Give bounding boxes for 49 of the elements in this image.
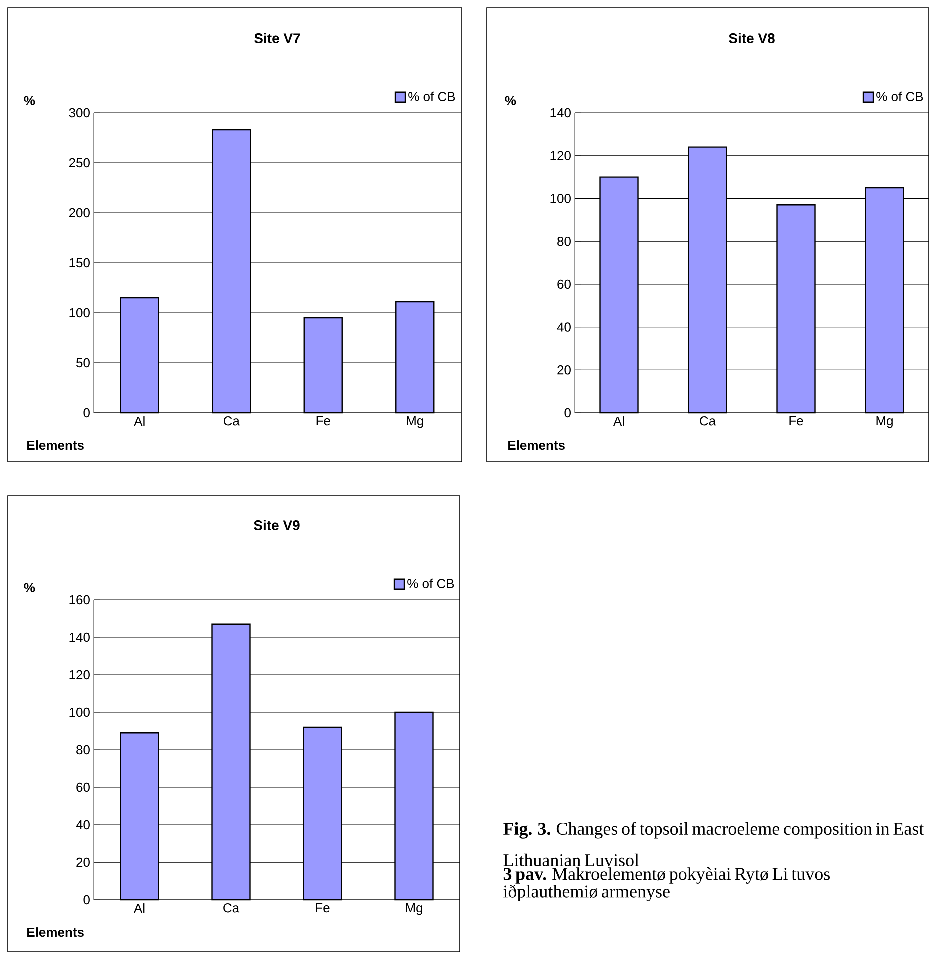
y-tick-label: 0 — [84, 408, 90, 418]
legend-label: % of CB — [408, 92, 456, 102]
x-tick-label: Al — [134, 904, 145, 913]
x-tick-label: Ca — [700, 416, 716, 426]
y-tick-label: 50 — [76, 358, 90, 368]
y-tick-label: 20 — [558, 366, 571, 375]
y-tick-label: 100 — [550, 194, 571, 204]
text: 3 pav. Makroelementø pokyèiai Rytø Li tuvos iðplauthemiø armenyse — [504, 868, 830, 902]
x-tick-label: Fe — [316, 904, 330, 913]
x-tick-label: Mg — [876, 416, 893, 428]
y-tick-label: 140 — [70, 632, 90, 642]
chart-title: Site V8 — [729, 33, 775, 44]
y-tick-label: 250 — [69, 158, 90, 168]
y-tick-label: 120 — [70, 670, 90, 680]
y-tick-label: 40 — [557, 322, 571, 332]
x-tick-label: Ca — [224, 416, 240, 426]
x-tick-label: Ca — [224, 904, 240, 913]
y-tick-label: 140 — [550, 108, 571, 118]
y-tick-label: 120 — [550, 151, 571, 160]
y-tick-label: 100 — [70, 708, 90, 718]
x-axis-title: Elements — [508, 440, 565, 450]
chart-title: Site V7 — [254, 33, 300, 44]
y-tick-label: 80 — [76, 745, 90, 755]
x-axis-title: Elements — [28, 928, 84, 938]
y-tick-label: 40 — [76, 820, 90, 830]
y-tick-label: 100 — [70, 308, 90, 318]
y-axis-title: % — [24, 583, 36, 592]
y-tick-label: 150 — [70, 258, 90, 268]
y-axis-title: % — [505, 96, 516, 106]
x-tick-label: Al — [134, 416, 145, 426]
x-tick-label: Fe — [790, 416, 804, 426]
y-tick-label: 60 — [76, 782, 90, 792]
y-tick-label: 0 — [84, 895, 90, 905]
y-tick-label: 160 — [70, 595, 90, 605]
y-tick-label: 20 — [76, 858, 90, 868]
y-tick-label: 60 — [558, 280, 571, 290]
x-tick-label: Fe — [316, 416, 330, 426]
legend-label: % of CB — [408, 578, 454, 588]
chart-title: Site V9 — [254, 520, 300, 530]
y-tick-label: 200 — [69, 208, 90, 218]
y-tick-label: 0 — [564, 408, 571, 418]
x-tick-label: Mg — [406, 904, 422, 916]
x-axis-title: Elements — [28, 440, 84, 450]
y-tick-label: 80 — [558, 236, 571, 246]
y-tick-label: 300 — [69, 108, 90, 118]
x-tick-label: Mg — [407, 416, 424, 428]
y-axis-title: % — [24, 96, 36, 106]
x-tick-label: Al — [614, 416, 624, 426]
legend-label: % of CB — [876, 92, 924, 102]
